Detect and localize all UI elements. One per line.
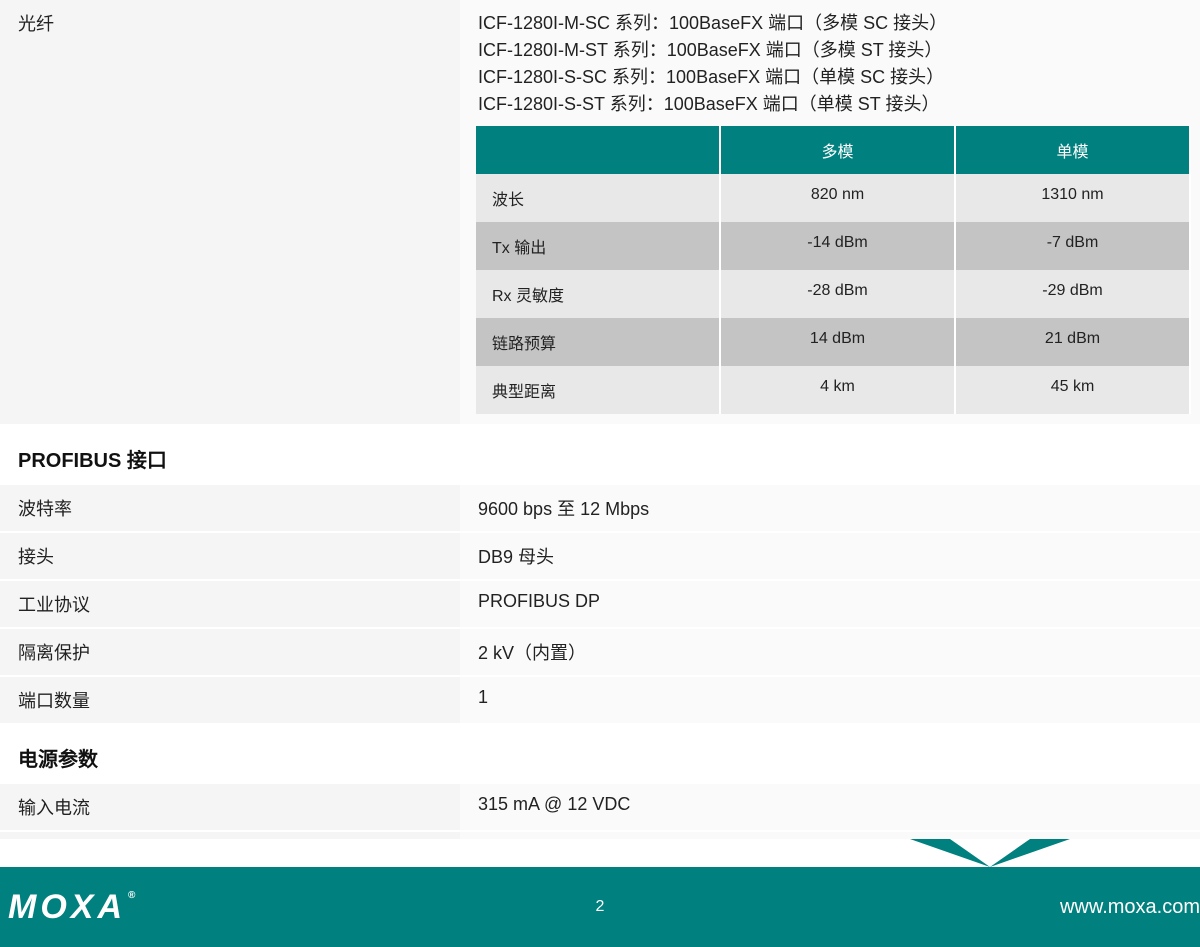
spec-label: 接头 <box>0 533 460 579</box>
spec-label: 波特率 <box>0 485 460 531</box>
page-footer: MOXA® 2 www.moxa.com <box>0 867 1200 947</box>
spec-label-fiber: 光纤 <box>0 0 460 424</box>
spec-value: 2 kV（内置） <box>460 629 1200 675</box>
registered-icon: ® <box>128 890 135 901</box>
spec-value: DB9 母头 <box>460 533 1200 579</box>
optic-th-blank <box>476 126 721 174</box>
spec-value-fiber: ICF-1280I-M-SC 系列：100BaseFX 端口（多模 SC 接头）… <box>460 0 1200 424</box>
spec-row: 输入电流 315 mA @ 12 VDC <box>0 784 1200 832</box>
optic-th-multimode: 多模 <box>721 126 956 174</box>
optic-row-label: 波长 <box>476 174 721 222</box>
optic-cell: -7 dBm <box>956 222 1191 270</box>
spec-label: 隔离保护 <box>0 629 460 675</box>
optic-th-singlemode: 单模 <box>956 126 1191 174</box>
spec-row: 波特率 9600 bps 至 12 Mbps <box>0 485 1200 533</box>
spec-row: 端口数量 1 <box>0 677 1200 725</box>
spec-label: 工业协议 <box>0 581 460 627</box>
optic-row-label: 链路预算 <box>476 318 721 366</box>
footer-notch-shape <box>950 839 1030 867</box>
optic-cell: 45 km <box>956 366 1191 414</box>
optic-cell: -28 dBm <box>721 270 956 318</box>
fiber-series-line: ICF-1280I-M-ST 系列：100BaseFX 端口（多模 ST 接头） <box>478 37 1191 64</box>
spec-label: 输入电流 <box>0 784 460 830</box>
spec-value: 1 <box>460 677 1200 723</box>
optic-row-label: Tx 输出 <box>476 222 721 270</box>
optic-row-label: 典型距离 <box>476 366 721 414</box>
spec-row: 接头 DB9 母头 <box>0 533 1200 581</box>
fiber-series-list: ICF-1280I-M-SC 系列：100BaseFX 端口（多模 SC 接头）… <box>478 10 1191 118</box>
spec-row-fiber: 光纤 ICF-1280I-M-SC 系列：100BaseFX 端口（多模 SC … <box>0 0 1200 426</box>
fiber-series-line: ICF-1280I-M-SC 系列：100BaseFX 端口（多模 SC 接头） <box>478 10 1191 37</box>
footer-url: www.moxa.com <box>1060 896 1200 919</box>
spec-row: 隔离保护 2 kV（内置） <box>0 629 1200 677</box>
optic-cell: -29 dBm <box>956 270 1191 318</box>
section-header-power: 电源参数 <box>0 725 1200 784</box>
optical-spec-table: 多模 单模 波长 820 nm 1310 nm Tx 输出 -14 dBm -7… <box>476 126 1191 414</box>
spec-label: 端口数量 <box>0 677 460 723</box>
fiber-series-line: ICF-1280I-S-ST 系列：100BaseFX 端口（单模 ST 接头） <box>478 91 1191 118</box>
optic-cell: 14 dBm <box>721 318 956 366</box>
moxa-logo: MOXA® <box>0 888 135 927</box>
optic-row-label: Rx 灵敏度 <box>476 270 721 318</box>
section-header-profibus: PROFIBUS 接口 <box>0 426 1200 485</box>
optic-cell: -14 dBm <box>721 222 956 270</box>
spec-row: 工业协议 PROFIBUS DP <box>0 581 1200 629</box>
moxa-logo-text: MOXA <box>8 888 126 927</box>
spec-content: 光纤 ICF-1280I-M-SC 系列：100BaseFX 端口（多模 SC … <box>0 0 1200 880</box>
spec-value: 315 mA @ 12 VDC <box>460 784 1200 830</box>
spec-value: 9600 bps 至 12 Mbps <box>460 485 1200 531</box>
optic-cell: 1310 nm <box>956 174 1191 222</box>
optic-cell: 820 nm <box>721 174 956 222</box>
optic-cell: 21 dBm <box>956 318 1191 366</box>
page-number: 2 <box>596 898 605 916</box>
fiber-series-line: ICF-1280I-S-SC 系列：100BaseFX 端口（单模 SC 接头） <box>478 64 1191 91</box>
optic-cell: 4 km <box>721 366 956 414</box>
spec-value: PROFIBUS DP <box>460 581 1200 627</box>
